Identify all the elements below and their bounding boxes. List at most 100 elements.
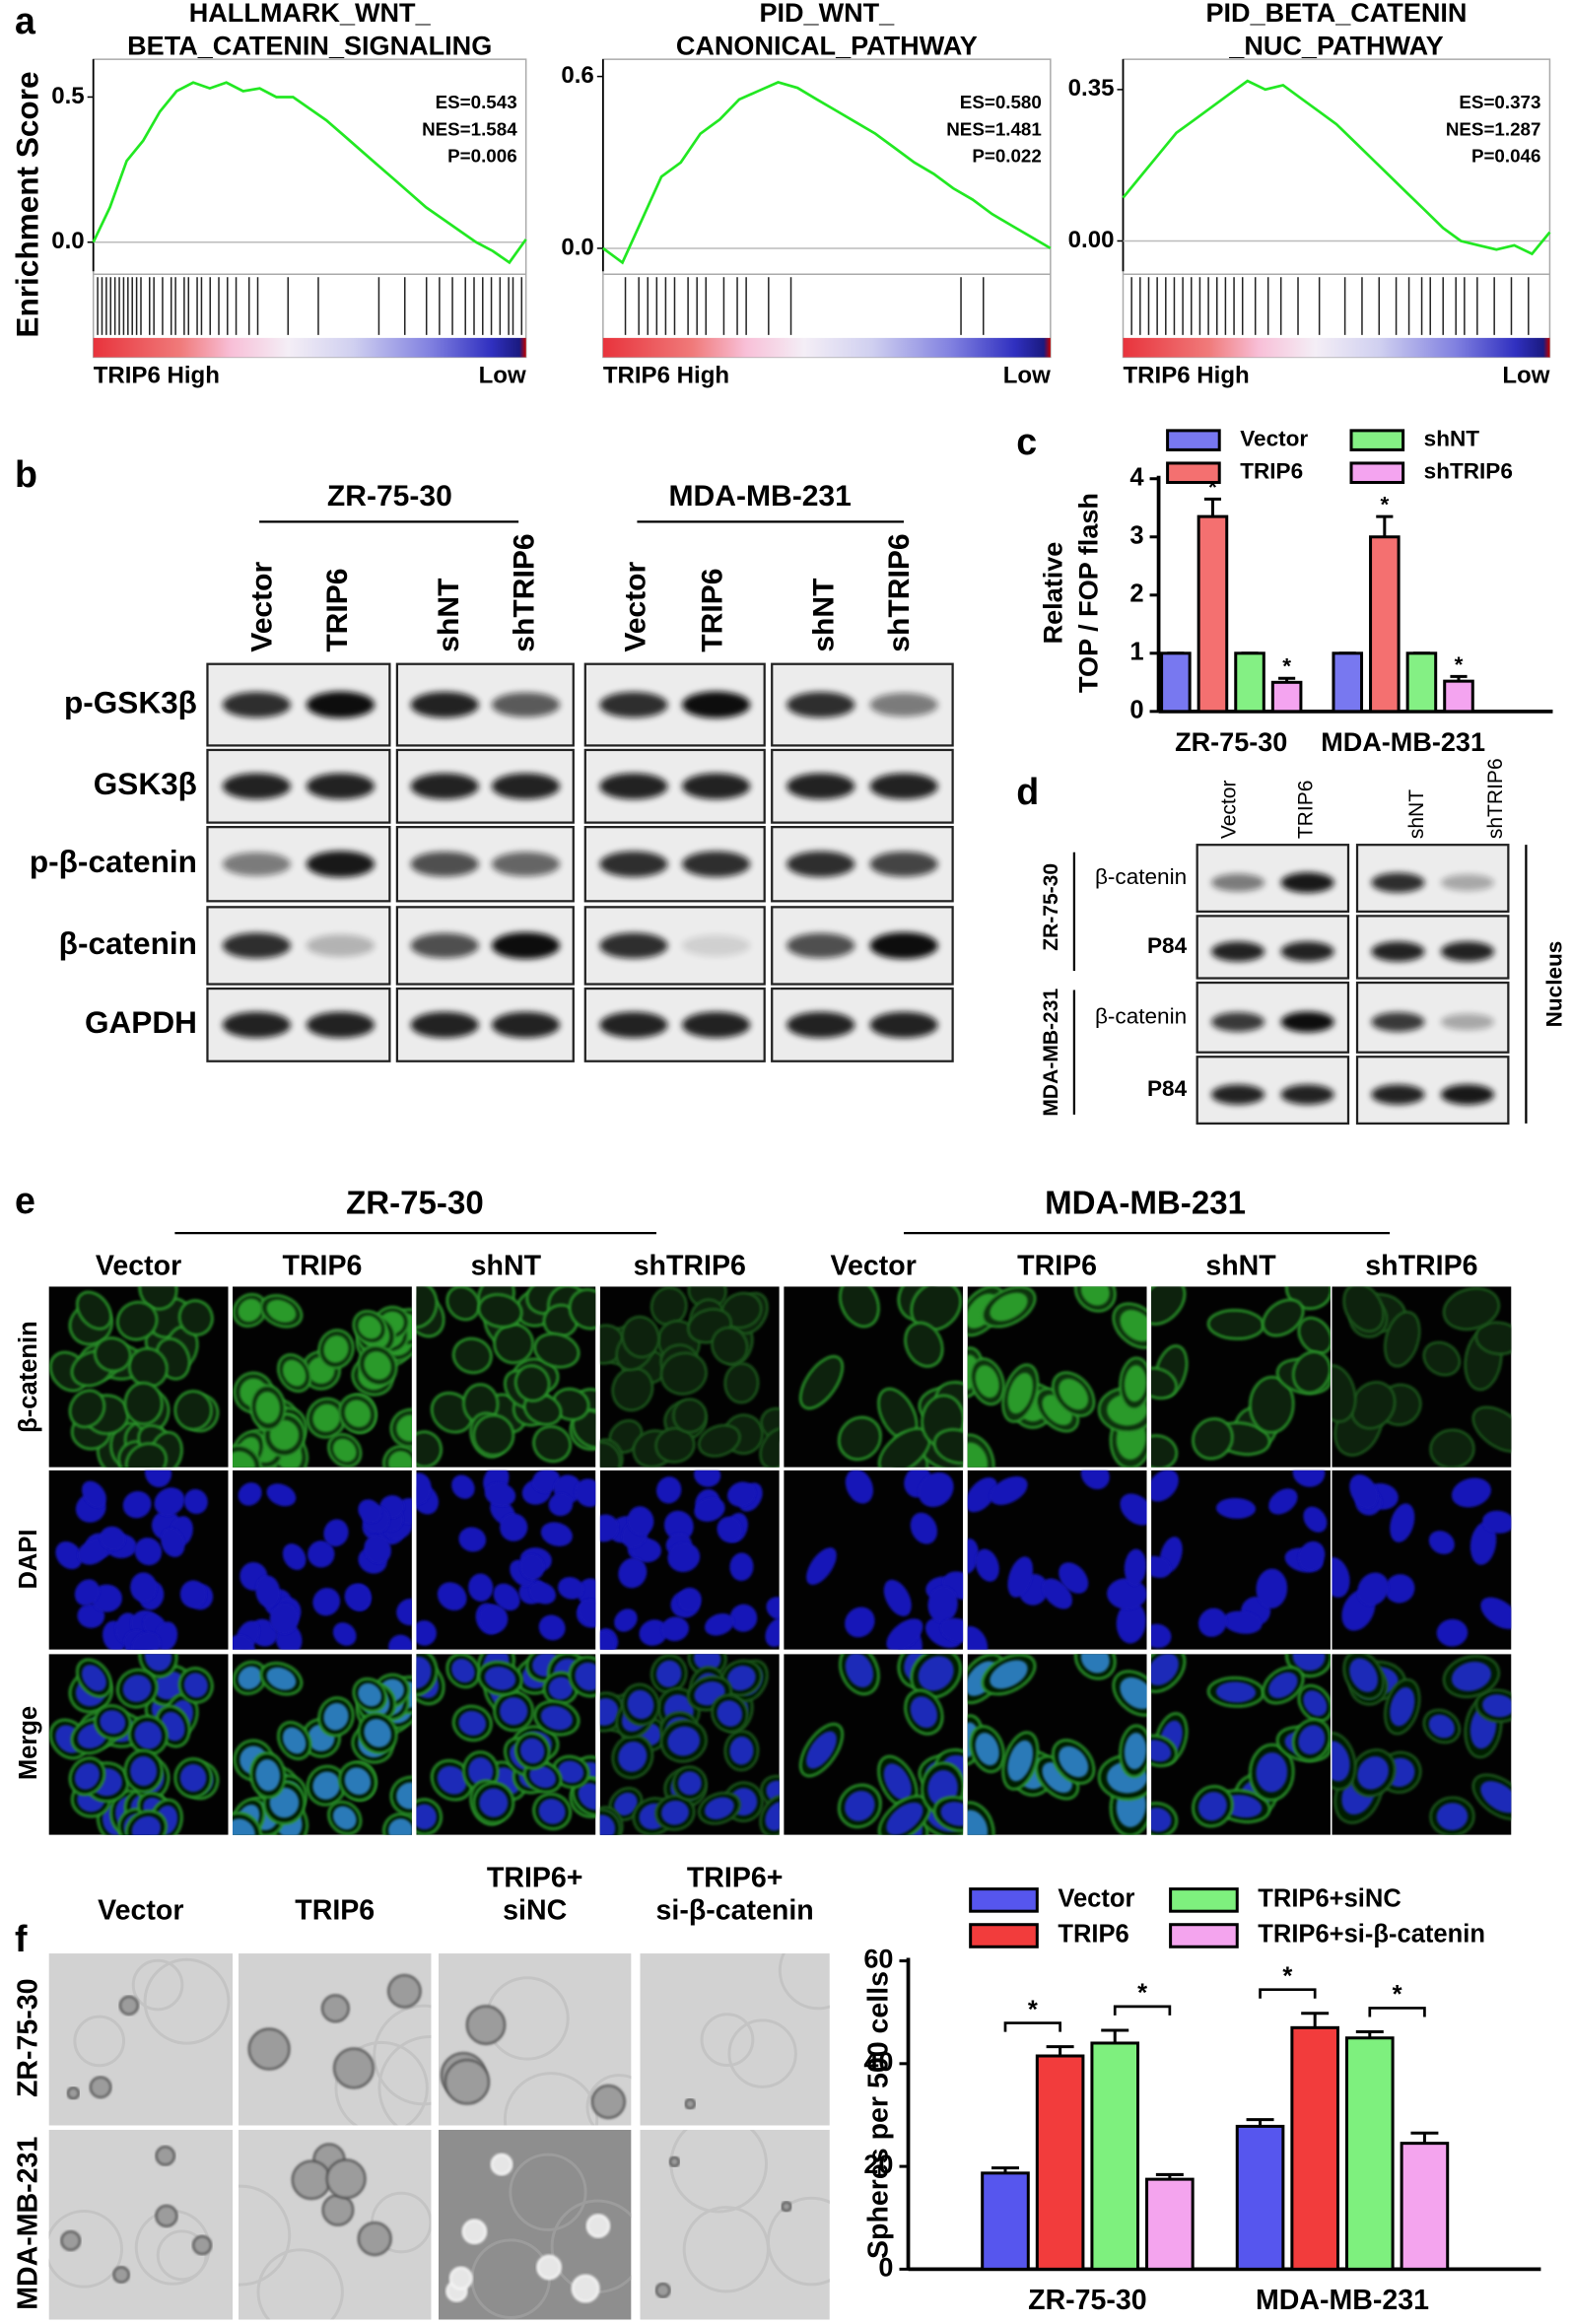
lane-label: shNT bbox=[807, 578, 840, 652]
blot-band bbox=[410, 1011, 479, 1039]
cell bbox=[138, 1286, 178, 1311]
blot-band bbox=[682, 851, 751, 877]
blot-band bbox=[682, 934, 751, 957]
nucleus bbox=[532, 1470, 561, 1493]
sphere bbox=[325, 2158, 367, 2200]
nucleus bbox=[396, 1598, 412, 1626]
lane-label: Vector bbox=[1217, 781, 1240, 840]
cell bbox=[115, 1300, 159, 1341]
nucleus bbox=[1007, 1556, 1034, 1598]
y-tick-label: 0 bbox=[878, 2252, 893, 2282]
nucleus bbox=[910, 1696, 938, 1729]
nucleus bbox=[538, 1614, 566, 1641]
cell bbox=[1249, 1375, 1295, 1434]
nucleus bbox=[845, 1654, 874, 1688]
nucleus bbox=[618, 1557, 648, 1589]
sphere bbox=[112, 2266, 130, 2284]
blot-band bbox=[1371, 1084, 1425, 1105]
nucleus bbox=[344, 1767, 372, 1796]
sphere bbox=[668, 2155, 680, 2168]
micrograph bbox=[967, 1286, 1147, 1468]
enrichment-line bbox=[92, 81, 527, 265]
legend-swatch bbox=[969, 1887, 1039, 1913]
nucleus bbox=[1303, 1506, 1328, 1533]
nucleus bbox=[990, 1475, 1028, 1505]
panel-letter: d bbox=[1016, 771, 1039, 812]
stat-label: NES=1.287 bbox=[1446, 118, 1541, 139]
nucleus bbox=[1469, 1521, 1497, 1565]
nucleus bbox=[238, 1298, 262, 1323]
lane-label: shTRIP6 bbox=[1484, 758, 1507, 839]
nucleus bbox=[1222, 1610, 1263, 1634]
nucleus bbox=[548, 1676, 574, 1700]
nucleus bbox=[122, 1675, 152, 1702]
blot-band bbox=[869, 693, 938, 718]
nucleus bbox=[451, 1658, 475, 1683]
blot-band bbox=[1440, 874, 1495, 891]
nucleus bbox=[100, 1710, 126, 1735]
bar bbox=[1035, 2054, 1085, 2271]
stat-label: ES=0.373 bbox=[1459, 92, 1540, 112]
nucleus bbox=[134, 1538, 163, 1566]
cell bbox=[1442, 1286, 1501, 1332]
sphere bbox=[66, 2086, 80, 2100]
nucleus bbox=[55, 1540, 83, 1570]
nucleus bbox=[74, 1762, 101, 1790]
nucleus bbox=[1151, 1808, 1172, 1832]
nucleus bbox=[358, 1499, 382, 1523]
bar bbox=[1369, 535, 1401, 714]
nucleus bbox=[967, 1538, 979, 1574]
panel-letter: c bbox=[1016, 421, 1037, 462]
nucleus bbox=[416, 1472, 432, 1505]
nucleus bbox=[1451, 1477, 1491, 1508]
nucleus bbox=[266, 1667, 297, 1690]
nucleus bbox=[656, 1660, 682, 1687]
cell bbox=[839, 1286, 880, 1329]
nucleus bbox=[918, 1656, 954, 1691]
nucleus bbox=[493, 1583, 520, 1611]
row-label: GAPDH bbox=[85, 1004, 197, 1040]
blot-band bbox=[1211, 873, 1265, 892]
micrograph bbox=[599, 1470, 780, 1650]
nucleus bbox=[1436, 1618, 1469, 1647]
nucleus bbox=[845, 1470, 874, 1504]
nucleus bbox=[578, 1599, 596, 1627]
micrograph bbox=[1151, 1470, 1331, 1650]
blot-band bbox=[1371, 872, 1425, 893]
blot-band bbox=[222, 1011, 291, 1039]
cell-line-label: ZR-75-30 bbox=[1040, 863, 1062, 951]
nucleus bbox=[1268, 1488, 1298, 1515]
nucleus bbox=[233, 1634, 255, 1650]
nucleus bbox=[529, 1582, 557, 1605]
nucleus bbox=[179, 1763, 207, 1793]
nucleus bbox=[540, 1522, 573, 1546]
bar bbox=[1332, 651, 1364, 714]
legend-swatch bbox=[1349, 429, 1405, 451]
legend-swatch bbox=[1166, 461, 1221, 484]
row-label: P84 bbox=[1147, 933, 1188, 958]
nucleus bbox=[437, 1582, 467, 1611]
nucleus bbox=[266, 1483, 297, 1507]
group-label: ZR-75-30 bbox=[327, 480, 452, 513]
nucleus bbox=[131, 1815, 161, 1835]
column-label: Vector bbox=[96, 1250, 181, 1281]
blot-band bbox=[682, 1011, 751, 1039]
nucleus bbox=[729, 1604, 758, 1632]
nucleus bbox=[1124, 1548, 1147, 1586]
blot-band bbox=[682, 773, 751, 800]
micrograph bbox=[967, 1654, 1147, 1835]
nucleus bbox=[1480, 1597, 1512, 1629]
significance-bracket bbox=[1113, 2005, 1172, 2016]
cell bbox=[416, 1286, 439, 1330]
group-label: ZR-75-30 bbox=[346, 1185, 484, 1221]
micrograph bbox=[416, 1654, 596, 1835]
micrograph bbox=[233, 1470, 412, 1650]
micrograph bbox=[967, 1470, 1147, 1650]
nucleus bbox=[1151, 1654, 1179, 1686]
background-ring bbox=[503, 2072, 599, 2126]
x-tick-label: ZR-75-30 bbox=[1028, 2285, 1147, 2316]
nucleus bbox=[388, 1451, 412, 1468]
cell bbox=[723, 1362, 760, 1404]
background-ring bbox=[682, 2206, 770, 2293]
nucleus bbox=[1349, 1658, 1379, 1692]
